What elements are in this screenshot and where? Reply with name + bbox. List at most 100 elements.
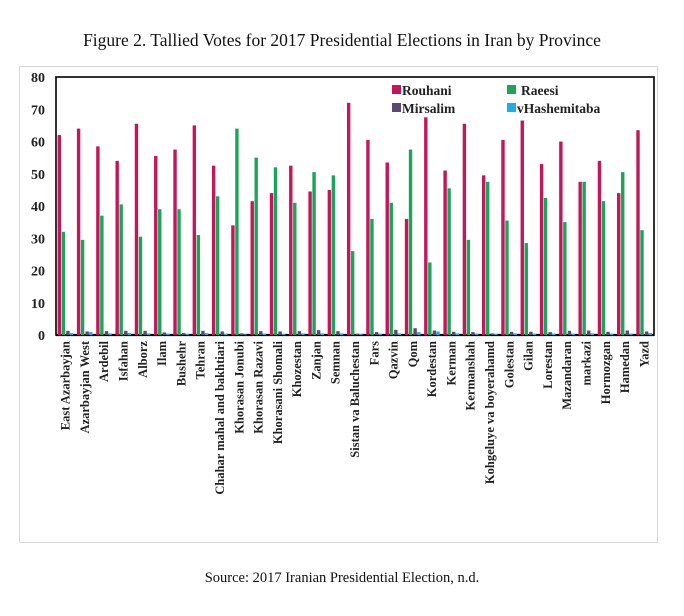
bar-vhashemitaba-9 [243,334,247,336]
bar-mirsalim-1 [85,331,89,335]
bar-raeesi-24 [524,243,528,335]
bar-raeesi-30 [640,230,644,335]
bar-rouhani-5 [154,156,158,335]
bar-vhashemitaba-26 [571,333,575,335]
bar-mirsalim-0 [66,330,70,335]
bar-vhashemitaba-7 [204,333,209,335]
bar-vhashemitaba-27 [590,333,595,335]
bar-vhashemitaba-13 [320,333,324,335]
bar-mirsalim-5 [162,332,167,335]
bar-raeesi-28 [601,201,606,335]
x-tick-label: Bushehr [174,341,188,387]
bar-vhashemitaba-11 [281,334,286,335]
bar-raeesi-12 [293,202,297,335]
bar-rouhani-17 [385,162,389,335]
x-tick-label: Yazd [637,341,651,367]
bar-vhashemitaba-30 [648,333,652,335]
bar-vhashemitaba-29 [629,333,633,335]
bar-mirsalim-16 [374,332,379,335]
y-tick-label: 30 [31,232,45,247]
bar-rouhani-29 [617,193,621,335]
figure-frame [19,66,658,543]
bar-mirsalim-22 [490,333,494,335]
bar-rouhani-1 [76,128,81,335]
bar-vhashemitaba-17 [397,333,402,335]
bar-rouhani-11 [269,193,274,335]
x-tick-label: Khorasani Shomali [271,340,285,444]
bar-raeesi-11 [273,167,278,335]
x-tick-label: Qom [406,340,420,367]
bar-mirsalim-3 [124,330,128,335]
bar-mirsalim-10 [259,331,263,335]
figure-title: Figure 2. Tallied Votes for 2017 Preside… [83,30,601,50]
bar-raeesi-5 [158,209,162,335]
x-tick-label: markazi [579,340,593,385]
source-caption: Source: 2017 Iranian Presidential Electi… [204,570,480,586]
bar-mirsalim-30 [644,331,649,335]
y-tick-label: 10 [31,297,45,312]
bar-vhashemitaba-8 [224,333,228,335]
bar-vhashemitaba-15 [359,334,363,335]
bar-rouhani-12 [289,165,293,335]
x-tick-label: Fars [367,341,381,365]
bar-rouhani-14 [327,189,332,335]
bar-rouhani-30 [636,130,640,335]
x-tick-label: Chahar mahal and bakhtiari [213,340,227,494]
bar-raeesi-21 [466,239,471,335]
bar-vhashemitaba-2 [108,333,112,335]
bar-vhashemitaba-3 [127,333,132,335]
bar-vhashemitaba-0 [69,333,74,335]
x-tick-label: Hormozgan [599,341,613,404]
bar-rouhani-24 [520,120,524,335]
bar-rouhani-18 [404,218,409,335]
x-tick-label: Mazandaran [560,341,574,410]
legend-swatch-rouhani [392,85,401,94]
bar-rouhani-25 [539,164,544,335]
legend-label-raeesi: Raeesi [521,83,559,98]
bar-vhashemitaba-21 [474,333,479,335]
y-tick-label: 80 [31,71,45,86]
bar-mirsalim-7 [201,330,205,335]
bar-rouhani-7 [192,125,197,335]
y-tick-label: 20 [31,265,45,280]
bar-raeesi-29 [621,172,625,335]
y-tick-label: 0 [38,329,45,344]
x-tick-label: Khorasan Razavi [252,340,266,433]
bar-raeesi-25 [543,197,548,335]
x-tick-label: Azarbayjan West [78,340,92,433]
bar-mirsalim-14 [336,331,340,335]
x-tick-label: Zanjan [309,341,323,380]
bar-mirsalim-12 [297,331,302,335]
bar-mirsalim-8 [220,331,224,335]
legend-swatch-mirsalim [392,103,401,112]
bar-rouhani-19 [424,117,428,335]
bar-mirsalim-29 [625,330,630,335]
bar-vhashemitaba-10 [262,333,267,335]
bar-raeesi-8 [215,196,220,335]
bar-vhashemitaba-18 [417,332,421,335]
x-tick-label: Isfahan [117,341,131,381]
bar-rouhani-9 [231,225,235,335]
bar-vhashemitaba-14 [339,333,344,335]
bar-mirsalim-25 [548,332,552,335]
bar-rouhani-27 [578,181,582,335]
x-tick-label: Khozestan [290,341,304,397]
bar-vhashemitaba-24 [532,333,537,335]
bar-vhashemitaba-6 [185,334,189,335]
bar-vhashemitaba-22 [494,334,498,335]
bar-rouhani-22 [481,175,486,335]
bar-mirsalim-11 [278,331,282,335]
bar-raeesi-7 [196,235,201,335]
bar-mirsalim-6 [181,333,186,335]
x-tick-label: Kerman [444,341,458,385]
bar-vhashemitaba-25 [552,333,556,335]
legend-swatch-raeesi [507,85,516,94]
bar-rouhani-20 [443,170,447,335]
bar-vhashemitaba-16 [378,333,382,335]
x-tick-label: Sistan va Baluchestan [348,341,362,458]
bar-vhashemitaba-12 [301,333,305,335]
bar-mirsalim-26 [567,330,572,335]
bar-mirsalim-28 [606,331,610,335]
bar-rouhani-0 [57,135,61,335]
